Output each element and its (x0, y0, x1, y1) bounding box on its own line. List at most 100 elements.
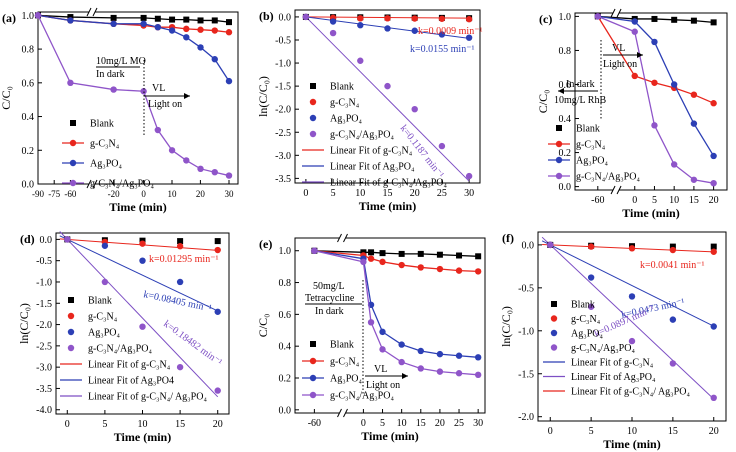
y-tick-label: -2.0 (275, 105, 291, 116)
data-point (628, 293, 636, 300)
data-point (438, 15, 446, 22)
data-point (183, 157, 190, 164)
legend-label: g-C₃N₄/Ag₃PO₄ (88, 344, 152, 355)
vl-arrow-head (637, 52, 643, 58)
x-tick-label: 10 (669, 195, 679, 206)
x-tick-label: 15 (668, 426, 678, 437)
legend-a: Blank g-C₃N₄ Ag₃PO₄ g-C₃N₄/Ag₃PO₄ (62, 119, 154, 190)
data-point (154, 15, 161, 22)
legend-label: Linear Fit of Ag₃PO4 (88, 376, 174, 387)
axis-break-gap (89, 8, 95, 16)
x-tick-label: 15 (175, 419, 185, 430)
x-tick-label: -60 (308, 418, 321, 429)
data-point (154, 126, 162, 134)
x-tick-label: 20 (196, 189, 206, 199)
data-point (379, 346, 386, 353)
panel-label: (f) (502, 231, 514, 245)
data-point (587, 274, 595, 281)
data-point (631, 28, 638, 35)
x-tick-label: 0 (141, 189, 146, 199)
plot-frame (294, 237, 486, 414)
legend-label: g-C₃N₄ (576, 140, 606, 151)
y-tick-label: -0.5 (275, 35, 291, 46)
data-point (64, 236, 71, 243)
data-point (631, 18, 638, 25)
annotation-text: In dark (96, 69, 125, 80)
rate-constant-label: k=0.18482 min⁻¹ (161, 319, 224, 369)
data-point (101, 278, 109, 286)
x-tick-label: 5 (331, 188, 336, 199)
y-tick-label: 1.0 (559, 12, 572, 23)
x-tick-label: 30 (225, 189, 235, 199)
data-point (710, 152, 717, 160)
y-tick-label: 0.0 (559, 182, 572, 193)
data-point (417, 264, 424, 271)
x-tick-label: 0 (548, 426, 553, 437)
data-point (710, 248, 717, 255)
y-tick-label: 0.4 (22, 112, 35, 123)
data-point (669, 243, 676, 250)
y-tick-label: -4.0 (36, 405, 52, 416)
data-point (110, 86, 117, 93)
data-point (384, 82, 391, 90)
data-point (710, 323, 717, 330)
legend-label: Ag₃PO₄ (330, 114, 362, 125)
annotation-text: Light on (366, 380, 400, 391)
x-tick-label: 5 (102, 419, 107, 430)
data-point (197, 44, 204, 51)
legend-marker (69, 159, 77, 167)
legend-label: g-C₃N₄ (88, 312, 118, 323)
data-point (710, 100, 717, 107)
data-point (474, 371, 482, 379)
data-point (398, 250, 405, 257)
legend-f: Blank g-C₃N₄ Ag₃PO₄ g-C₃N₄/Ag₃PO₄ Linear Fit… (543, 300, 690, 398)
series-line-1 (597, 15, 714, 24)
axis-break-gap (613, 186, 620, 194)
y-tick-label: 0.0 (22, 180, 35, 191)
data-point (211, 56, 218, 63)
data-point (670, 81, 678, 88)
axis-break-gap (613, 9, 620, 17)
y-tick-label: -2.0 (518, 412, 534, 423)
legend-label: Ag₃PO₄ (571, 329, 603, 340)
data-point (139, 257, 146, 264)
data-point (710, 19, 717, 26)
legend-label: Linear Fit of g-C₃N₄ (571, 358, 654, 369)
data-point (110, 20, 117, 28)
legend-label: g-C₃N₄ (90, 139, 120, 150)
x-tick-label: -75 (48, 189, 60, 199)
y-tick-label: -0.5 (36, 256, 52, 267)
legend-marker (309, 114, 317, 122)
data-point (417, 347, 424, 355)
vl-arrow-head (402, 373, 408, 379)
data-point (140, 20, 147, 28)
data-point (438, 31, 446, 38)
fit-line-2 (541, 240, 714, 327)
legend-label: g-C₃N₄/Ag₃PO₄ (571, 343, 635, 354)
fit-line-1 (542, 244, 714, 253)
chart-panel-a: 0.0 0.2 0.4 0.6 0.8 1.0 -90 -75 -60 -20 0 10 20 30 Tim… (0, 7, 239, 214)
x-tick-label: 5 (589, 426, 594, 437)
y-tick-label: -1.5 (518, 369, 534, 380)
legend-label: Blank (571, 300, 595, 311)
y-tick-label: 0.8 (22, 45, 35, 56)
data-point (101, 242, 109, 249)
dark-arrow-head (558, 88, 564, 94)
legend-label: Linear Fit of g-C₃N₄/ Ag₃PO₄ (88, 392, 207, 403)
series-line-3 (597, 15, 715, 157)
x-tick-label: 5 (652, 195, 657, 206)
legend-marker (550, 344, 558, 351)
x-tick-label: 30 (464, 188, 474, 199)
data-point (140, 88, 147, 95)
data-point (211, 168, 218, 176)
data-point (329, 18, 337, 25)
annotation-text: Light on (148, 99, 182, 110)
data-point (631, 72, 638, 80)
annotation-text: VL (612, 43, 625, 54)
data-point (690, 91, 698, 98)
data-point (436, 350, 444, 358)
y-axis-label: C/C₀ (256, 314, 270, 338)
chart-panel-f: 0.0 -0.5 -1.0 -1.5 -2.0 0 5 10 15 20 Time (min) ln(… (499, 231, 727, 451)
legend-marker (67, 344, 75, 352)
data-point (197, 17, 204, 24)
